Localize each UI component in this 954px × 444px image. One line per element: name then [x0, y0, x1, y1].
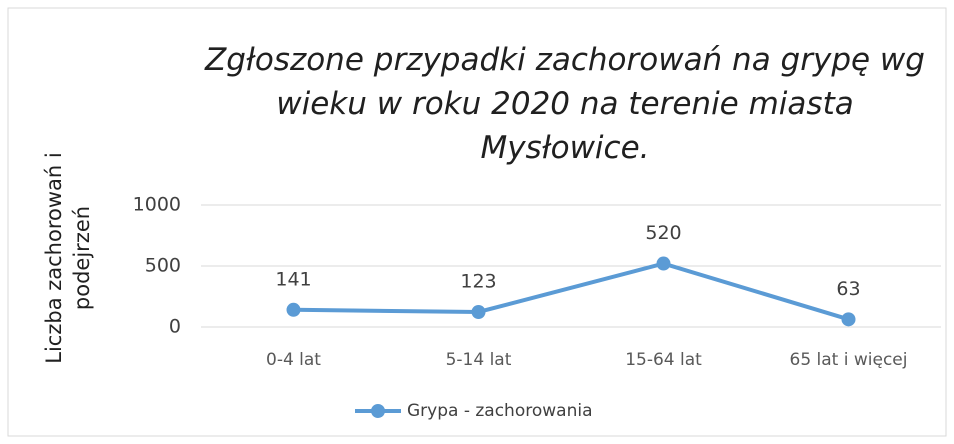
- data-label: 123: [460, 270, 496, 292]
- x-tick-label: 65 lat i więcej: [790, 350, 908, 370]
- chart-title: Zgłoszone przypadki zachorowań na grypę …: [205, 42, 925, 166]
- data-label: 63: [836, 278, 860, 300]
- y-axis-label: Liczba zachorowań i podejrzeń: [42, 152, 94, 364]
- y-tick-label: 1000: [133, 194, 181, 216]
- x-tick-label: 0-4 lat: [266, 350, 321, 370]
- x-tick-label: 5-14 lat: [446, 350, 512, 370]
- chart-border: [7, 7, 947, 437]
- series-line: [293, 261, 850, 322]
- y-tick-label: 500: [145, 255, 181, 277]
- data-point: [286, 302, 301, 317]
- data-point: [656, 256, 671, 271]
- legend-label: Grypa - zachorowania: [407, 401, 593, 421]
- data-label: 141: [275, 268, 311, 290]
- data-label: 520: [645, 222, 681, 244]
- y-tick-label: 0: [169, 316, 181, 338]
- data-point: [841, 312, 856, 327]
- data-point: [471, 304, 486, 319]
- x-tick-label: 15-64 lat: [625, 350, 702, 370]
- legend-marker: [371, 404, 385, 418]
